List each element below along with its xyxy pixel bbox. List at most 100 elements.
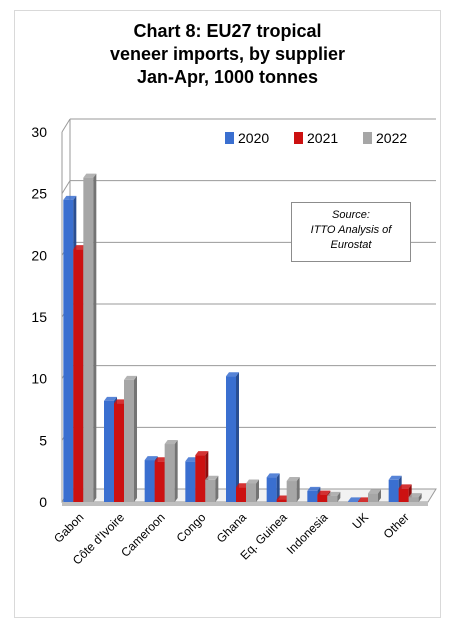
chart-frame	[14, 10, 441, 618]
source-line-2: ITTO Analysis of	[310, 224, 392, 236]
bar-top	[358, 497, 371, 502]
bar-side	[296, 477, 300, 502]
bar-front	[124, 379, 134, 502]
x-tick-label: Other	[381, 510, 412, 541]
bar-front	[368, 493, 378, 502]
chart-title-line-1: Chart 8: EU27 tropical	[133, 21, 322, 41]
bar-top	[164, 440, 178, 445]
bar-front	[327, 495, 338, 502]
legend-label: 2022	[376, 130, 407, 146]
bar-front	[348, 501, 358, 502]
x-tick-label: Gabon	[51, 510, 86, 545]
bar-side	[215, 475, 219, 502]
bar-2020-Eq. Guinea	[266, 473, 280, 502]
bar-front	[266, 477, 277, 502]
floor-edge	[62, 502, 428, 506]
y-tick-label: 0	[39, 494, 47, 510]
bar-front	[104, 400, 114, 502]
bar-front	[408, 497, 419, 502]
bar-top	[408, 493, 422, 498]
legend-swatch	[225, 132, 234, 144]
bar-front	[388, 479, 399, 502]
y-tick-label: 10	[31, 371, 47, 387]
bar-front	[73, 249, 84, 502]
x-tick-label: UK	[349, 510, 371, 532]
chart-title-line-2: veneer imports, by supplier	[109, 44, 346, 64]
bar-top	[276, 495, 290, 500]
bar-top	[226, 372, 239, 377]
bar-top	[236, 483, 249, 488]
bar-top	[246, 479, 259, 484]
bar-top	[185, 457, 199, 462]
bar-side	[378, 489, 381, 502]
legend-item-2022: 2022	[363, 130, 407, 146]
bar-top	[144, 456, 158, 461]
bar-front	[83, 177, 94, 502]
bar-2022-Indonesia	[327, 491, 341, 502]
y-tick-label: 20	[31, 247, 47, 263]
bar-top	[73, 245, 87, 250]
bar-front	[276, 499, 287, 502]
bar-top	[266, 473, 280, 478]
bar-front	[63, 199, 74, 503]
bar-top	[317, 490, 331, 495]
bar-front	[358, 501, 368, 502]
bar-2022-Côte d'Ivoire	[124, 375, 137, 502]
bar-front	[317, 494, 328, 502]
bar-top	[104, 396, 117, 401]
bar-side	[337, 491, 341, 502]
bar-front	[226, 376, 236, 502]
bar-top	[114, 399, 127, 404]
bar-2020-Ghana	[226, 372, 239, 502]
bar-front	[286, 481, 297, 502]
bar-side	[256, 479, 259, 502]
bar-top	[63, 195, 77, 200]
bar-side	[418, 493, 422, 502]
bar-front	[195, 455, 206, 502]
bar-front	[154, 461, 165, 502]
source-line-1: Source:	[332, 209, 370, 221]
x-tick-label: Cameroon	[118, 510, 168, 560]
bar-side	[174, 440, 178, 502]
bar-top	[398, 484, 412, 489]
x-tick-label: Indonesia	[284, 510, 331, 557]
bar-top	[348, 497, 361, 502]
legend-swatch	[363, 132, 372, 144]
legend-item-2020: 2020	[225, 130, 269, 146]
bar-top	[388, 475, 402, 480]
bar-front	[114, 403, 124, 502]
legend-swatch	[294, 132, 303, 144]
bar-front	[307, 490, 318, 502]
legend-label: 2020	[238, 130, 269, 146]
source-line-3: Eurostat	[330, 239, 372, 251]
y-tick-label: 25	[31, 186, 47, 202]
y-tick-label: 5	[39, 432, 47, 448]
bar-2022-Other	[408, 493, 422, 502]
source-annotation: Source: ITTO Analysis of Eurostat	[291, 202, 411, 262]
y-tick-label: 15	[31, 309, 47, 325]
bar-2022-UK	[368, 489, 381, 502]
bar-2022-Cameroon	[164, 440, 178, 502]
chart-title: Chart 8: EU27 tropical veneer imports, b…	[14, 20, 441, 89]
bar-top	[154, 457, 168, 462]
bar-side	[134, 375, 137, 502]
bar-top	[307, 486, 321, 491]
x-tick-label: Ghana	[214, 510, 250, 546]
bar-2022-Ghana	[246, 479, 259, 502]
bar-top	[286, 477, 300, 482]
bar-side	[276, 473, 280, 502]
bar-top	[195, 451, 209, 456]
bar-2022-Congo	[205, 475, 219, 502]
bar-side	[236, 372, 239, 502]
bar-front	[185, 461, 196, 502]
bar-top	[83, 173, 97, 178]
bar-front	[205, 479, 216, 502]
bar-top	[205, 475, 219, 480]
legend-item-2021: 2021	[294, 130, 338, 146]
x-tick-label: Congo	[174, 510, 209, 545]
bar-front	[398, 488, 409, 502]
gridline-side	[61, 118, 71, 133]
legend-label: 2021	[307, 130, 338, 146]
bar-side	[93, 173, 97, 502]
